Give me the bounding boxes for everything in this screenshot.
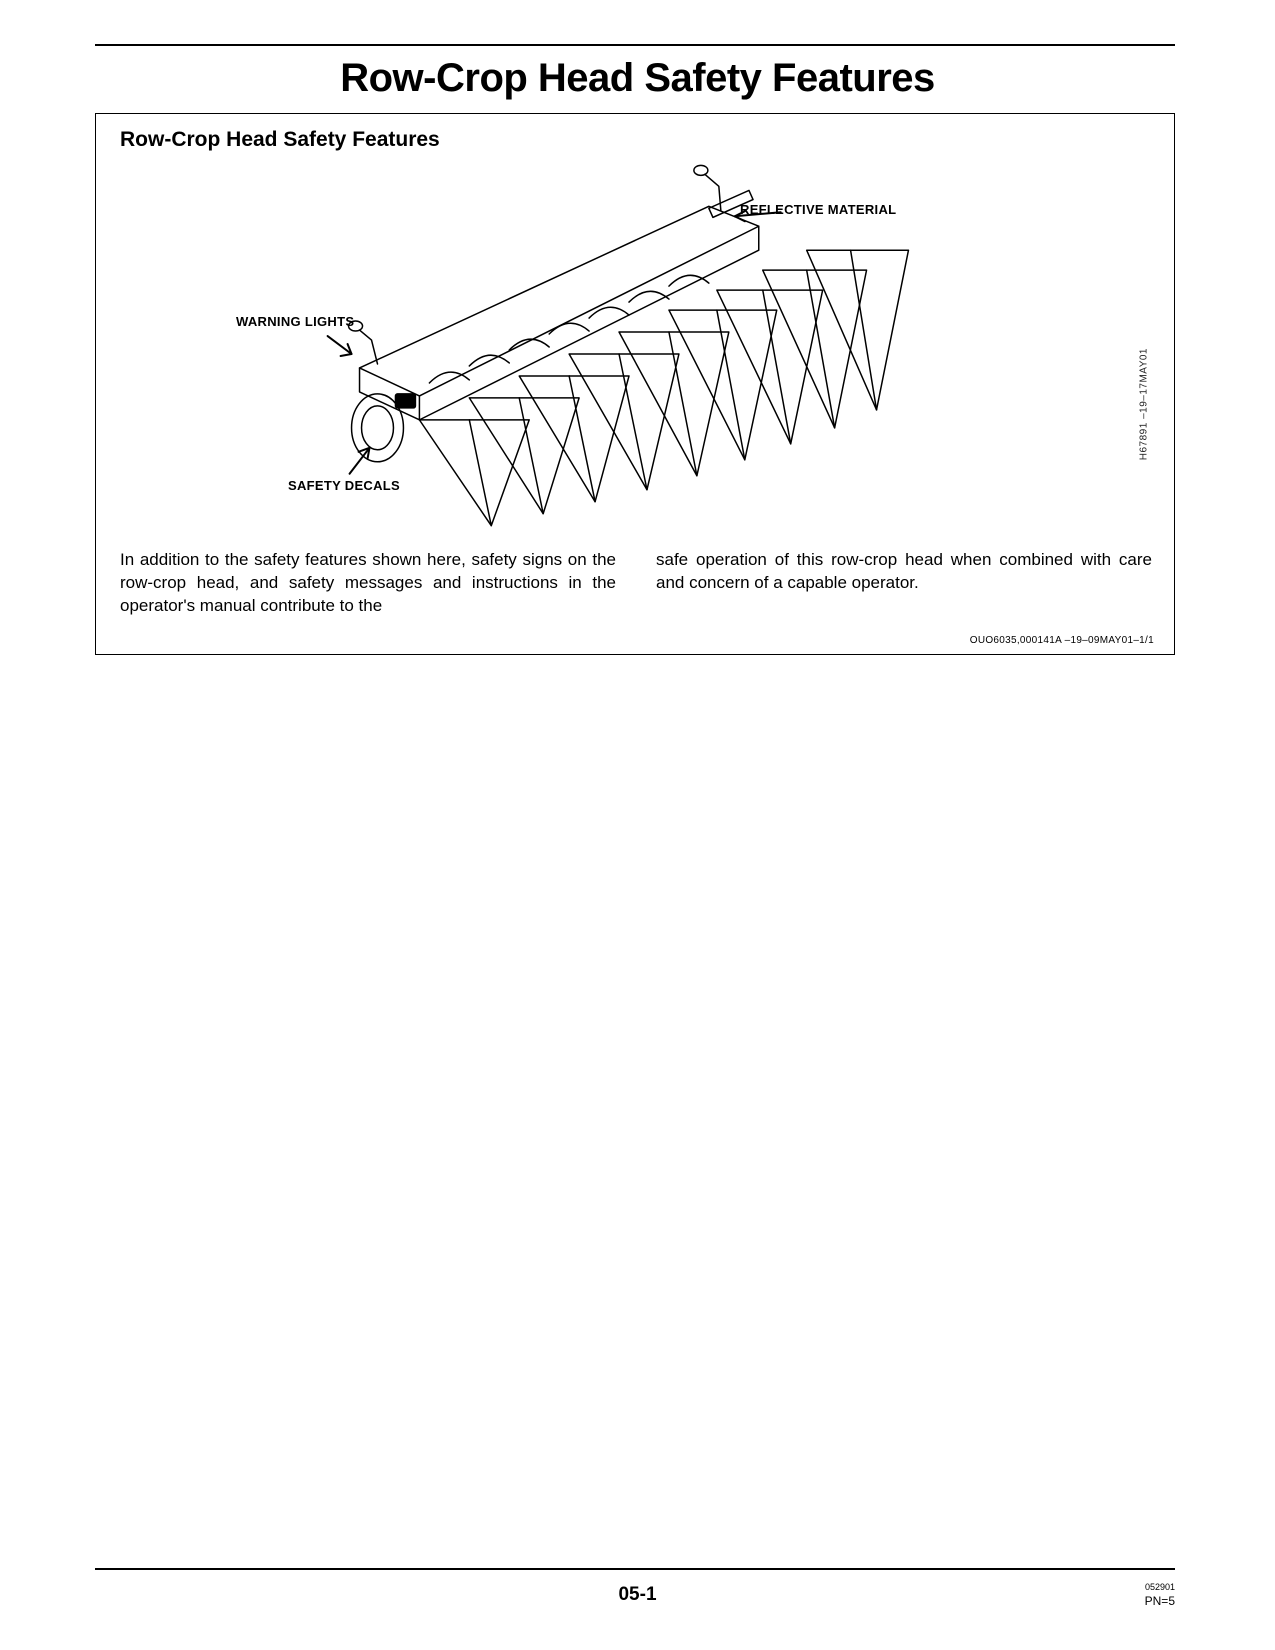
top-rule <box>95 44 1175 46</box>
body-col-1: In addition to the safety features shown… <box>120 549 616 618</box>
footer-small-code: 052901 <box>1145 1582 1175 1592</box>
reference-code: OUO6035,000141A –19–09MAY01–1/1 <box>970 635 1154 646</box>
diagram: REFLECTIVE MATERIAL WARNING LIGHTS SAFET… <box>120 158 1150 538</box>
body-col-2: safe operation of this row-crop head whe… <box>656 549 1152 618</box>
content-inner: Row-Crop Head Safety Features <box>96 114 1174 654</box>
page-title: Row-Crop Head Safety Features <box>0 56 1275 101</box>
callout-reflective-material: REFLECTIVE MATERIAL <box>740 202 896 217</box>
diagram-side-code: H67891 –19–17MAY01 <box>1139 348 1150 460</box>
page-number: 05-1 <box>0 1584 1275 1606</box>
content-box: Row-Crop Head Safety Features <box>95 113 1175 655</box>
section-title: Row-Crop Head Safety Features <box>120 128 1150 152</box>
callout-warning-lights: WARNING LIGHTS <box>236 314 354 329</box>
bottom-rule <box>95 1568 1175 1570</box>
footer-pn: PN=5 <box>1145 1594 1175 1608</box>
row-crop-head-drawing <box>120 158 1150 538</box>
body-text: In addition to the safety features shown… <box>120 549 1152 618</box>
callout-safety-decals: SAFETY DECALS <box>288 478 400 493</box>
